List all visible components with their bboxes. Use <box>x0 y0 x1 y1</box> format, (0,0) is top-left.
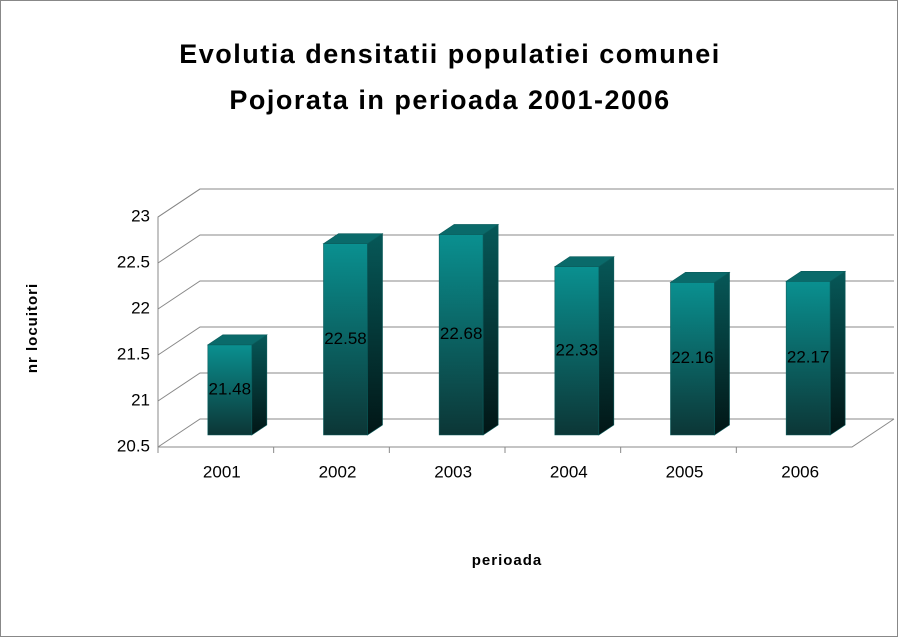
x-tick-label: 2006 <box>781 462 819 481</box>
x-tick-label: 2005 <box>666 462 704 481</box>
bar <box>206 334 268 436</box>
bar-face <box>206 334 268 346</box>
value-label: 22.33 <box>556 340 599 359</box>
grid-line <box>157 280 894 310</box>
grid-line <box>157 372 894 402</box>
bar-face <box>553 256 615 267</box>
y-tick-label: 22.5 <box>117 252 150 271</box>
grid-line <box>157 326 894 356</box>
y-tick-label: 23 <box>131 206 150 225</box>
value-label: 22.16 <box>671 348 714 367</box>
bar <box>669 271 731 436</box>
bar-face <box>598 256 615 436</box>
y-tick-label: 22 <box>131 298 150 317</box>
value-label: 22.17 <box>787 348 830 367</box>
grid-line <box>157 418 894 448</box>
grid-line <box>157 234 894 264</box>
bar-face <box>785 271 847 282</box>
x-tick-label: 2004 <box>550 462 588 481</box>
chart-title: Pojorata in perioada 2001-2006 <box>229 85 670 115</box>
bar-face <box>714 271 730 436</box>
grid-line <box>157 188 894 218</box>
bar <box>553 256 615 436</box>
bar-face <box>367 233 383 436</box>
bar-face <box>669 271 731 283</box>
bar-face <box>438 224 500 235</box>
bar-face <box>251 334 268 436</box>
x-tick-label: 2001 <box>203 462 241 481</box>
y-tick-label: 20.5 <box>117 436 150 455</box>
bar-face <box>829 270 846 436</box>
x-axis-title: perioada <box>472 552 543 569</box>
bar-face <box>482 223 499 436</box>
value-label: 22.68 <box>440 324 483 343</box>
x-tick-label: 2002 <box>319 462 357 481</box>
bar-face <box>322 233 384 244</box>
value-label: 22.58 <box>324 329 367 348</box>
x-tick-label: 2003 <box>434 462 472 481</box>
chart-title: Evolutia densitatii populatiei comunei <box>179 39 721 69</box>
bar <box>322 233 384 436</box>
y-axis-title: nr locuitori <box>24 283 41 373</box>
y-tick-label: 21.5 <box>117 344 150 363</box>
value-label: 21.48 <box>209 379 252 398</box>
y-tick-label: 21 <box>131 390 150 409</box>
bar <box>785 270 847 436</box>
bar <box>438 223 500 436</box>
